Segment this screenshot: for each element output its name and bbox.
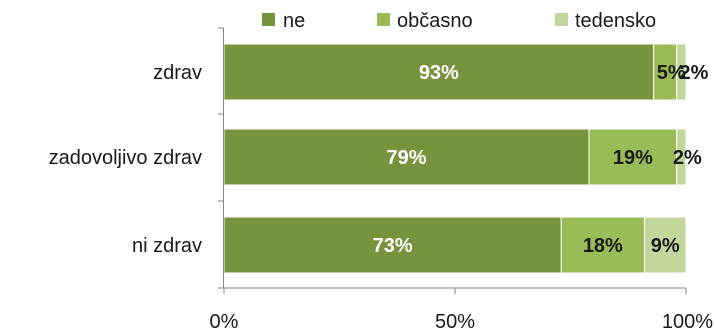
category-label-0: zdrav — [153, 62, 202, 84]
legend-label-ne: ne — [283, 10, 305, 32]
legend-label-tedensko: tedensko — [575, 10, 656, 32]
legend-label-občasno: občasno — [397, 10, 473, 32]
category-label-1: zadovoljivo zdrav — [49, 147, 202, 169]
value-tick-label-0: 0% — [210, 311, 239, 331]
bars-group — [223, 43, 687, 274]
chart-legend: ne občasno tedensko — [262, 10, 656, 32]
value-tick-label-1: 50% — [435, 311, 475, 331]
category-axis: zdrav zadovoljivo zdrav ni zdrav — [49, 27, 224, 289]
data-label-tedensko-1: 2% — [673, 147, 702, 169]
bar-občasno-1 — [588, 128, 678, 186]
value-axis: 0% 50% 100% — [210, 287, 713, 331]
data-label-ne-1: 79% — [386, 147, 426, 169]
data-label-ne-2: 73% — [373, 235, 413, 257]
legend-swatch-tedensko — [555, 13, 568, 26]
data-label-občasno-0: 5% — [657, 62, 686, 84]
bar-ne-0 — [223, 43, 655, 101]
data-label-tedensko-2: 9% — [651, 235, 680, 257]
bar-tedensko-1 — [676, 128, 687, 186]
bar-občasno-2 — [560, 216, 645, 274]
data-labels-group: 93% 5%2%79% 19% 2%73% 18% 9% — [373, 62, 709, 257]
bar-tedensko-0 — [676, 43, 687, 101]
value-tick-label-2: 100% — [662, 311, 713, 331]
data-label-občasno-1: 19% — [613, 147, 653, 169]
category-label-2: ni zdrav — [132, 235, 202, 257]
legend-swatch-ne — [262, 13, 275, 26]
data-label-tedensko-0: 2% — [680, 62, 709, 84]
bar-tedensko-2 — [643, 216, 687, 274]
data-label-ne-0: 93% — [419, 62, 459, 84]
data-label-občasno-2: 18% — [583, 235, 623, 257]
legend-swatch-občasno — [377, 13, 390, 26]
